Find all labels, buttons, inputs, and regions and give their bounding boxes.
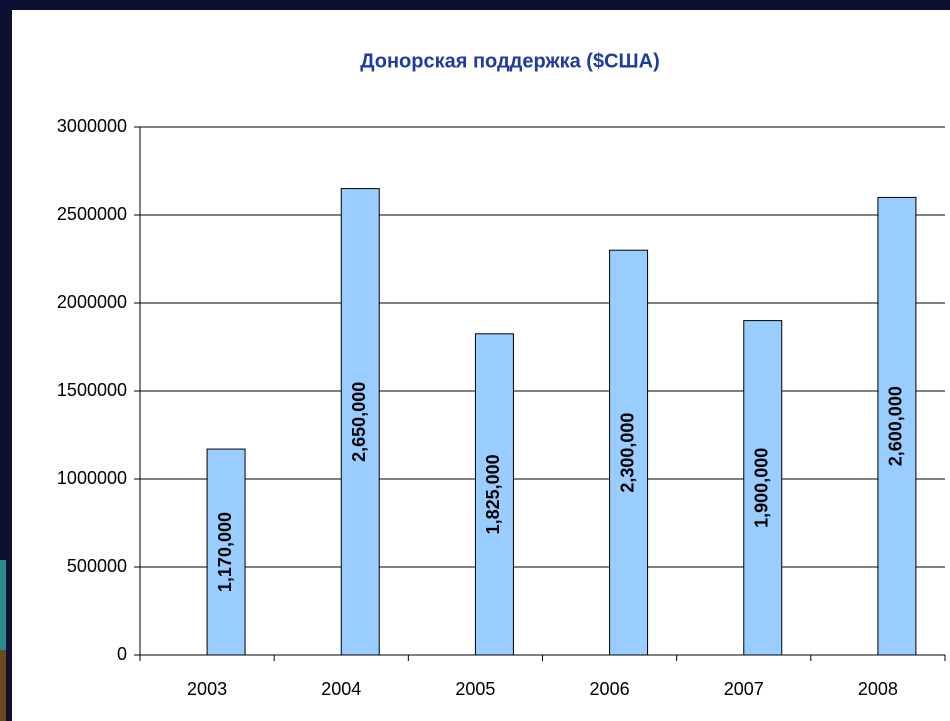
x-tick-label: 2005: [455, 679, 495, 699]
value-label: 2,600,000: [886, 386, 906, 466]
y-tick-label: 1500000: [57, 380, 127, 400]
frame-accent: [0, 560, 6, 721]
x-tick-label: 2006: [590, 679, 630, 699]
bar: [340, 188, 380, 656]
value-label: 1,900,000: [752, 448, 772, 528]
y-tick-label: 500000: [67, 556, 127, 576]
value-label: 2,650,000: [349, 382, 369, 462]
value-label: 1,170,000: [215, 512, 235, 592]
chart-title: Донорская поддержка ($США): [360, 50, 660, 72]
x-tick-label: 2004: [321, 679, 361, 699]
x-tick-label: 2008: [858, 679, 898, 699]
x-tick-label: 2007: [724, 679, 764, 699]
y-tick-label: 2000000: [57, 292, 127, 312]
frame-accent: [0, 650, 6, 721]
bar: [474, 333, 514, 656]
value-label: 1,825,000: [483, 454, 503, 534]
y-tick-label: 0: [117, 644, 127, 664]
y-tick-label: 1000000: [57, 468, 127, 488]
bar: [206, 448, 246, 656]
y-tick-label: 3000000: [57, 116, 127, 136]
value-label: 2,300,000: [617, 413, 637, 493]
y-tick-label: 2500000: [57, 204, 127, 224]
x-tick-label: 2003: [187, 679, 227, 699]
bar: [743, 320, 783, 656]
bar: [877, 196, 917, 656]
bar: [609, 249, 649, 656]
